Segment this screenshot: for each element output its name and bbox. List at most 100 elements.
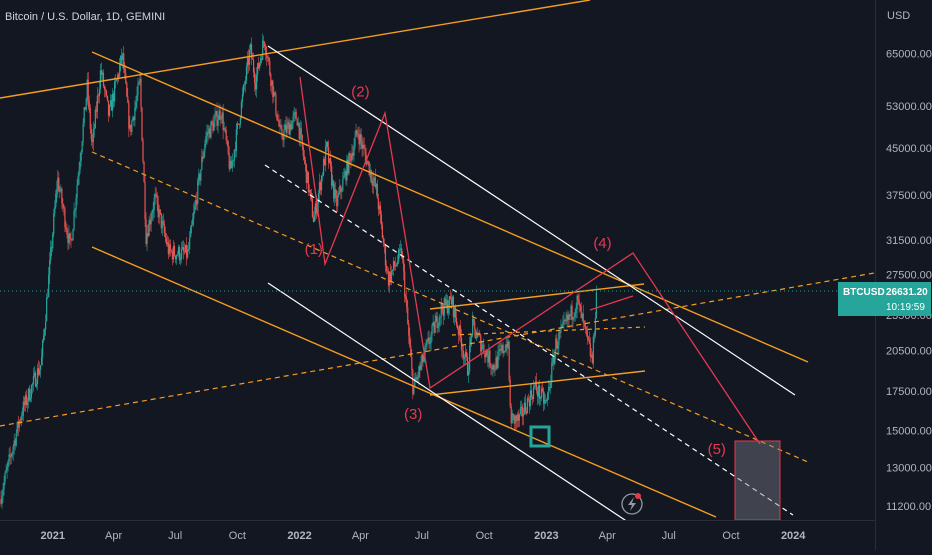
- candle-body: [73, 210, 75, 230]
- candle-body: [209, 128, 211, 138]
- candle-body: [290, 124, 292, 130]
- candle-body: [499, 348, 501, 351]
- candle-body: [511, 413, 513, 424]
- candle-body: [388, 272, 391, 286]
- candle-body: [371, 179, 373, 186]
- candle-body: [295, 111, 297, 119]
- candle-body: [383, 243, 386, 246]
- candle-body: [215, 111, 217, 116]
- candle-body: [227, 141, 229, 154]
- x-tick-label: Oct: [722, 530, 739, 542]
- candle-body: [221, 112, 223, 119]
- candle-body: [101, 72, 104, 75]
- candle-body: [581, 313, 583, 319]
- candle-body: [543, 391, 545, 404]
- y-tick-label: 13000.00: [886, 462, 932, 474]
- candle-body: [473, 318, 475, 322]
- candle-body: [232, 160, 234, 162]
- candle-body: [592, 336, 594, 364]
- candle-body: [489, 350, 491, 367]
- candle-body: [508, 341, 510, 381]
- lightning-icon[interactable]: [621, 493, 643, 515]
- candle-body: [402, 256, 404, 261]
- candle-body: [261, 58, 263, 60]
- candle-body: [113, 93, 115, 102]
- candle-body: [182, 246, 185, 252]
- candle-body: [258, 63, 260, 69]
- candle-body: [464, 351, 467, 357]
- candle-body: [462, 351, 465, 359]
- candle-body: [27, 388, 30, 402]
- candle-body: [542, 388, 544, 392]
- candle-body: [13, 440, 15, 447]
- candle-body: [8, 454, 10, 461]
- y-tick-label: 65000.00: [886, 48, 932, 60]
- candle-body: [392, 261, 395, 270]
- candle-body: [99, 70, 102, 89]
- candle-body: [22, 401, 24, 416]
- candle-body: [76, 185, 78, 199]
- candle-body: [401, 248, 403, 257]
- candle-body: [425, 345, 427, 347]
- candle-body: [239, 117, 241, 125]
- candle-body: [544, 399, 546, 404]
- candle-body: [102, 72, 105, 87]
- candle-body: [93, 128, 95, 130]
- candle-body: [442, 310, 444, 317]
- candle-body: [560, 327, 562, 333]
- candle-body: [129, 124, 131, 129]
- candle-body: [159, 209, 161, 214]
- candle-body: [86, 79, 88, 99]
- candle-body: [344, 171, 346, 176]
- candle-body: [552, 357, 554, 363]
- candle-body: [123, 53, 125, 70]
- candle-body: [323, 158, 326, 166]
- candle-body: [340, 185, 342, 192]
- candle-body: [362, 144, 364, 149]
- candle-body: [427, 337, 429, 341]
- y-tick-label: 27500.00: [886, 270, 932, 282]
- candle-body: [395, 264, 398, 266]
- candle-body: [483, 344, 485, 354]
- candle-body: [263, 40, 265, 43]
- candle-body: [57, 177, 59, 190]
- candle-body: [195, 199, 197, 206]
- candle-body: [16, 421, 18, 434]
- candle-body: [85, 98, 87, 110]
- candle-body: [138, 82, 140, 85]
- candle-body: [374, 177, 376, 188]
- candle-body: [276, 114, 278, 120]
- candle-body: [48, 275, 50, 298]
- candle-body: [114, 81, 116, 102]
- price-badge-countdown: 10:19:59: [886, 302, 925, 313]
- candle-body: [465, 351, 468, 358]
- candle-body: [375, 184, 377, 188]
- candle-body: [293, 112, 295, 116]
- wave-label-5: (5): [708, 441, 726, 458]
- candle-body: [360, 134, 362, 142]
- candle-body: [284, 124, 286, 130]
- candle-body: [386, 270, 389, 272]
- candle-body: [152, 210, 154, 214]
- candle-body: [206, 132, 208, 137]
- candle-body: [439, 316, 441, 318]
- candle-body: [149, 220, 151, 225]
- candle-body: [243, 84, 246, 86]
- wave-path: [299, 76, 761, 445]
- candle-body: [28, 388, 31, 401]
- candle-body: [432, 322, 434, 325]
- candle-body: [376, 184, 378, 199]
- candle-body: [324, 146, 327, 166]
- candle-body: [336, 195, 338, 207]
- candle-body: [63, 207, 65, 209]
- candle-body: [447, 308, 449, 314]
- candle-body: [257, 63, 259, 75]
- low-marker-square: [529, 425, 551, 448]
- price-badge: BTCUSD 26631.20 10:19:59: [838, 282, 931, 316]
- candles-layer: [0, 33, 598, 509]
- candle-body: [521, 406, 523, 417]
- candle-body: [361, 141, 363, 149]
- price-badge-price: 26631.20: [886, 287, 928, 298]
- candle-body: [103, 86, 106, 90]
